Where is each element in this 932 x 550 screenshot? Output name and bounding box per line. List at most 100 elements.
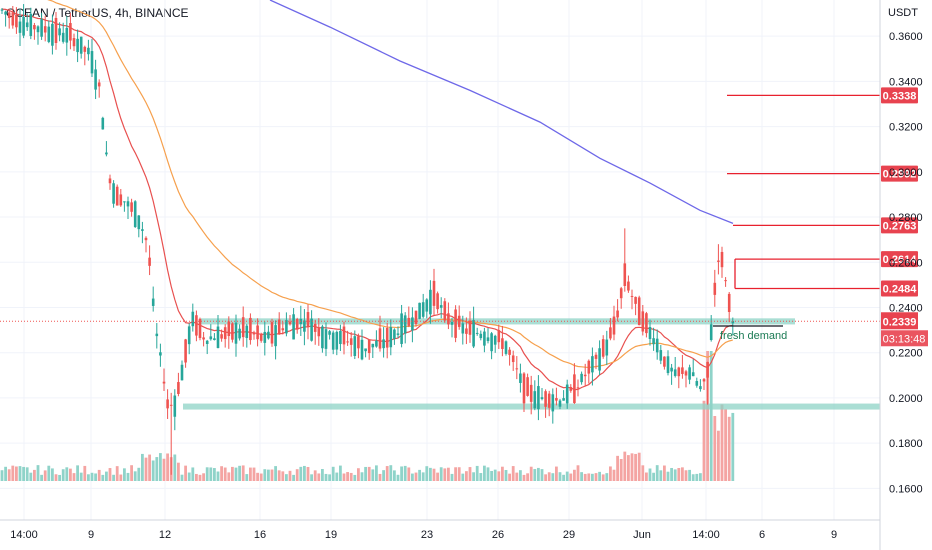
candle-body [673, 369, 677, 376]
candle-body [184, 339, 187, 363]
volume-bar [619, 458, 623, 481]
candle-body [51, 23, 54, 46]
candle-body [256, 325, 259, 340]
volume-bar [713, 416, 717, 481]
candle-body [508, 349, 511, 355]
candle-body [259, 333, 263, 341]
candle-body [144, 237, 148, 241]
candle-body [634, 296, 637, 304]
volume-bar [97, 469, 101, 481]
volume-bar [695, 473, 699, 481]
volume-bar [353, 474, 357, 481]
volume-bar [684, 470, 688, 481]
volume-bar [94, 473, 97, 481]
candle-body [702, 379, 706, 382]
volume-bar [508, 473, 511, 481]
volume-bar [634, 453, 637, 481]
candle-body [335, 331, 339, 350]
volume-bar [65, 467, 69, 481]
candle-body [439, 305, 443, 308]
volume-bar [699, 473, 702, 481]
volume-bar [504, 469, 508, 481]
candle-body [115, 186, 119, 206]
volume-bar [231, 466, 234, 481]
candle-body [511, 355, 515, 363]
candle-body [547, 393, 551, 408]
candle-body [108, 178, 112, 184]
candle-body [724, 280, 727, 282]
ema-fast-line [1, 8, 733, 391]
candle-body [504, 341, 508, 354]
volume-bar [565, 471, 569, 481]
ema-mid-line [47, 0, 733, 369]
candle-body [526, 377, 529, 396]
volume-bar [15, 466, 18, 481]
candle-body [576, 387, 580, 389]
candle-body [180, 364, 184, 381]
candle-body [436, 293, 439, 310]
price-level-label: 0.3338 [883, 90, 917, 102]
candle-body [688, 367, 691, 380]
volume-bar [659, 470, 663, 481]
price-level-label: 0.2763 [883, 220, 917, 232]
volume-bar [339, 465, 342, 481]
candle-body [274, 325, 277, 347]
volume-bar [540, 469, 544, 481]
last-price-badge [881, 312, 918, 330]
candle-body [249, 317, 252, 341]
candle-body [101, 117, 105, 130]
volume-bar [396, 474, 400, 481]
candle-body [76, 38, 79, 53]
candle-body [659, 350, 663, 361]
volume-bar [313, 470, 317, 481]
volume-bar [367, 466, 371, 481]
candle-body [357, 336, 360, 349]
candle-body [245, 325, 249, 338]
candle-body [382, 339, 385, 349]
price-level-label: 0.2614 [883, 254, 918, 266]
volume-bar [198, 474, 202, 481]
volume-bar [349, 472, 353, 481]
y-tick-label: 0.2800 [889, 212, 923, 224]
volume-bar [580, 472, 583, 481]
volume-bar [299, 466, 303, 481]
candle-body [0, 9, 4, 11]
candle-body [475, 332, 479, 334]
candle-body [43, 26, 47, 33]
volume-bar [450, 473, 454, 481]
volume-bar [58, 474, 61, 481]
volume-bar [389, 465, 393, 481]
candle-body [666, 356, 670, 374]
volume-bar [490, 470, 493, 481]
candle-body [479, 333, 483, 339]
candle-body [241, 317, 245, 338]
candle-body [151, 298, 155, 306]
volume-bar [519, 470, 522, 481]
candle-body [227, 321, 231, 337]
volume-bar [270, 469, 274, 481]
candle-body [155, 333, 159, 337]
candle-body [317, 327, 321, 337]
volume-bar [605, 473, 609, 481]
candle-body [691, 372, 695, 377]
volume-bar [90, 472, 94, 481]
candle-body [385, 328, 389, 348]
volume-bar [421, 472, 425, 481]
volume-bar [702, 400, 706, 481]
candle-body [7, 12, 11, 18]
candle-body [717, 260, 720, 262]
volume-bar [627, 455, 630, 481]
volume-bar [609, 466, 612, 481]
volume-bar [328, 474, 331, 481]
volume-bar [321, 469, 324, 481]
volume-bar [180, 474, 184, 481]
grid [0, 0, 880, 520]
volume-bar [7, 469, 11, 481]
candle-body [393, 329, 396, 339]
volume-bar [148, 454, 151, 481]
countdown-badge [881, 330, 928, 347]
volume-bar [11, 465, 15, 481]
x-tick-label: 12 [159, 529, 171, 541]
y-tick-label: 0.3200 [889, 122, 923, 134]
